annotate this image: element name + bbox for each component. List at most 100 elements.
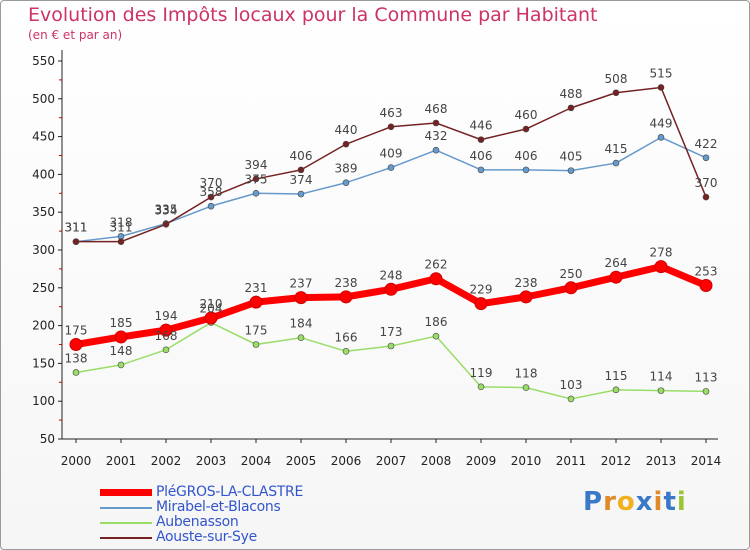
data-point (249, 295, 263, 309)
data-label: 238 (335, 276, 358, 290)
data-label: 184 (290, 317, 313, 331)
data-point (522, 125, 530, 133)
data-point (72, 238, 80, 245)
data-label: 508 (605, 72, 628, 86)
y-tick-label: 350 (32, 205, 55, 219)
data-point (564, 281, 578, 295)
data-point (702, 193, 710, 201)
data-point (477, 136, 485, 143)
data-point (609, 270, 623, 284)
data-label: 253 (695, 265, 718, 279)
data-label: 186 (425, 315, 448, 329)
data-label: 370 (695, 176, 718, 190)
data-point (387, 123, 395, 131)
data-label: 432 (425, 129, 448, 143)
data-label: 148 (110, 344, 133, 358)
data-point (204, 311, 218, 325)
data-label: 515 (650, 66, 673, 80)
logo-letter: x (635, 487, 654, 517)
x-tick-label: 2002 (151, 454, 182, 468)
y-tick-label: 400 (32, 167, 55, 181)
data-label: 394 (245, 158, 268, 172)
data-labels-layer: 311 311 334 370 394 406 440 463 468 446 460 488 508 5… (65, 66, 718, 391)
data-point (522, 384, 530, 391)
data-label: 406 (290, 149, 313, 163)
data-label: 138 (65, 351, 88, 365)
data-point (477, 383, 485, 391)
data-label: 262 (425, 258, 448, 272)
data-label: 238 (515, 276, 538, 290)
data-label: 406 (470, 149, 493, 163)
x-tick-label: 2013 (646, 454, 677, 468)
data-label: 311 (110, 221, 133, 235)
data-point (114, 330, 128, 344)
data-point (297, 166, 305, 174)
data-label: 204 (200, 302, 223, 316)
data-point (252, 175, 260, 183)
data-point (159, 323, 173, 337)
data-label: 231 (245, 281, 268, 295)
data-label: 422 (695, 137, 718, 151)
data-point (654, 260, 668, 274)
data-point (657, 387, 665, 394)
legend-swatch (100, 489, 152, 496)
x-tick-label: 2011 (556, 454, 587, 468)
data-point (522, 166, 530, 174)
logo-letter: P (583, 487, 604, 517)
x-tick-label: 2012 (601, 454, 632, 468)
data-point (294, 291, 308, 305)
data-point (297, 334, 305, 341)
data-label: 374 (290, 173, 313, 187)
x-tick-label: 2004 (241, 454, 272, 468)
data-point (567, 104, 575, 112)
data-point (339, 290, 353, 304)
data-label: 311 (65, 221, 88, 235)
data-point (567, 395, 575, 403)
data-label: 250 (560, 267, 583, 281)
data-point (207, 193, 215, 201)
series-layer (69, 84, 713, 403)
y-tick-label: 150 (32, 356, 55, 370)
y-tick-label: 450 (32, 130, 55, 144)
data-label: 175 (65, 324, 88, 338)
data-label: 113 (695, 370, 718, 384)
data-point (69, 338, 83, 351)
data-label: 311 (65, 221, 88, 235)
data-label: 334 (155, 203, 178, 217)
data-label: 460 (515, 108, 538, 122)
data-label: 375 (245, 172, 268, 186)
y-tick-label: 200 (32, 319, 55, 333)
data-label: 118 (515, 367, 538, 381)
data-label: 335 (155, 203, 178, 217)
data-point (252, 341, 260, 348)
y-tick-label: 300 (32, 243, 55, 257)
data-label: 166 (335, 330, 358, 344)
data-label: 468 (425, 102, 448, 116)
data-label: 446 (470, 119, 493, 133)
data-point (162, 346, 170, 354)
y-tick-label: 250 (32, 281, 55, 295)
x-tick-label: 2008 (421, 454, 452, 468)
data-label: 114 (650, 370, 673, 384)
data-label: 440 (335, 123, 358, 137)
data-point (117, 361, 125, 369)
data-point (474, 297, 488, 311)
data-point (432, 146, 440, 154)
data-label: 210 (200, 297, 223, 311)
data-point (477, 166, 485, 174)
chart-subtitle: (en € et par an) (28, 28, 123, 42)
y-tick-label: 50 (40, 432, 55, 446)
data-point (342, 140, 350, 148)
data-point (657, 84, 665, 91)
x-tick-label: 2006 (331, 454, 362, 468)
data-label: 389 (335, 162, 358, 176)
data-point (429, 272, 443, 286)
x-tick-label: 2000 (61, 454, 92, 468)
data-point (612, 159, 620, 167)
data-label: 415 (605, 142, 628, 156)
chart-title: Evolution des Impôts locaux pour la Comm… (28, 4, 598, 26)
logo-letter: t (663, 487, 677, 517)
data-label: 237 (290, 277, 313, 291)
legend-label: PléGROS-LA-CLASTRE (156, 484, 304, 500)
data-label: 248 (380, 268, 403, 282)
